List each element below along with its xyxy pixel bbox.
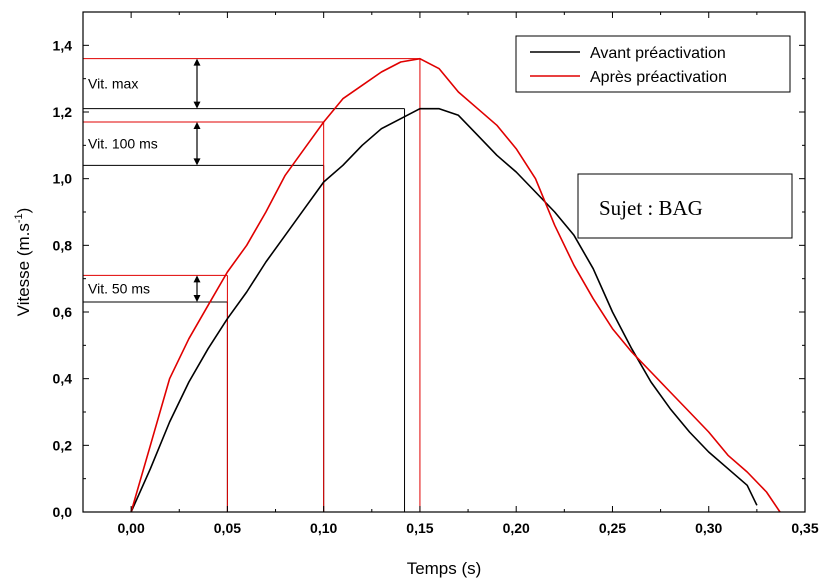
x-tick-label: 0,15 — [406, 520, 433, 536]
annotation-arrow-up-icon — [193, 58, 201, 66]
series-line-1 — [130, 57, 781, 513]
series-line-0 — [130, 107, 758, 513]
y-tick-label: 0,6 — [53, 304, 73, 320]
annotation-arrow-down-icon — [193, 101, 201, 109]
legend: Avant préactivation Après préactivation — [515, 35, 791, 93]
annotation-arrow-down-icon — [193, 158, 201, 166]
y-tick-label: 0,0 — [53, 504, 73, 520]
y-tick-label: 0,8 — [53, 237, 73, 253]
x-tick-label: 0,05 — [214, 520, 241, 536]
legend-box — [515, 35, 791, 93]
y-axis-title: Vitesse (m.s-1) — [13, 208, 33, 317]
annotation-arrow-up-icon — [193, 122, 201, 129]
y-axis-title-exponent: -1 — [13, 213, 25, 223]
legend-label-avant: Avant préactivation — [590, 45, 726, 62]
x-tick-label: 0,10 — [310, 520, 337, 536]
axis-ticks: 0,00 0,05 0,10 0,15 0,20 0,25 0,30 0,35 0,0 0,2 0,… — [53, 12, 819, 536]
y-axis-title-close: ) — [14, 208, 33, 214]
y-tick-label: 1,4 — [53, 37, 73, 53]
x-tick-label: 0,20 — [503, 520, 530, 536]
x-axis-title: Temps (s) — [407, 559, 482, 578]
annotation-label: Vit. 50 ms — [88, 281, 150, 297]
y-axis-title-main: Vitesse (m.s — [14, 223, 33, 316]
y-tick-label: 1,0 — [53, 171, 73, 187]
subject-label: Sujet : BAG — [599, 196, 703, 220]
annotation-label: Vit. 100 ms — [88, 136, 158, 152]
series-lines — [130, 57, 781, 513]
annotations: Vit. 50 ms Vit. 100 ms Vit. max — [88, 58, 201, 302]
y-tick-label: 1,2 — [53, 104, 73, 120]
reference-lines — [83, 58, 421, 512]
y-tick-label: 0,2 — [53, 437, 73, 453]
x-tick-label: 0,00 — [118, 520, 145, 536]
x-tick-label: 0,30 — [695, 520, 722, 536]
annotation-label: Vit. max — [88, 76, 138, 92]
subject-box: Sujet : BAG — [577, 173, 793, 239]
legend-label-apres: Après préactivation — [590, 69, 727, 86]
annotation-arrow-down-icon — [193, 295, 201, 302]
subject-frame — [577, 173, 793, 239]
annotation-arrow-up-icon — [193, 275, 201, 283]
x-tick-label: 0,35 — [791, 520, 818, 536]
y-tick-label: 0,4 — [53, 371, 73, 387]
plot-frame — [82, 11, 806, 513]
x-tick-label: 0,25 — [599, 520, 626, 536]
